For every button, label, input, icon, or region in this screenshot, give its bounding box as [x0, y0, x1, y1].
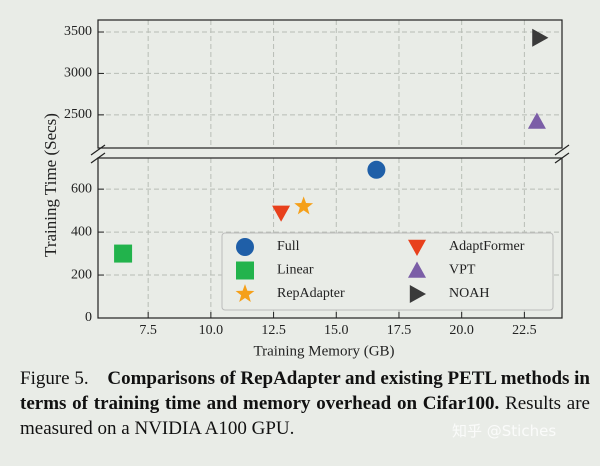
legend-marker	[236, 261, 254, 280]
axes-frame	[97, 19, 563, 149]
y-tick-label: 200	[71, 267, 92, 282]
point	[272, 205, 291, 222]
point	[367, 160, 386, 179]
point	[527, 112, 546, 129]
point	[532, 28, 549, 47]
axis-break	[90, 144, 106, 156]
x-tick-label: 15.0	[324, 323, 349, 338]
x-tick-label: 22.5	[512, 323, 537, 338]
x-tick-label: 7.5	[139, 323, 157, 338]
legend-label: Linear	[277, 263, 314, 278]
x-tick-label: 17.5	[387, 323, 412, 338]
y-tick-label: 600	[71, 181, 92, 196]
legend-marker	[235, 284, 255, 303]
legend-label: VPT	[449, 263, 476, 278]
x-axis-label: Training Memory (GB)	[253, 343, 394, 359]
chart: Training Memory (GB) Training Time (Secs…	[41, 19, 570, 359]
legend-label: AdaptFormer	[449, 239, 525, 254]
legend-label: NOAH	[449, 286, 489, 301]
legend-marker	[409, 285, 426, 303]
caption-label: Figure 5.	[20, 368, 89, 389]
axes-frame	[97, 157, 563, 319]
legend-box	[221, 232, 554, 311]
y-tick-label: 3500	[64, 24, 92, 39]
y-axis-label: Training Time (Secs)	[41, 113, 60, 257]
legend-marker	[408, 239, 426, 256]
x-tick-label: 20.0	[449, 323, 474, 338]
caption: Figure 5. Comparisons of RepAdapter and …	[20, 366, 590, 441]
y-tick-label: 0	[85, 310, 92, 325]
x-tick-label: 10.0	[199, 323, 224, 338]
axis-break	[554, 152, 570, 164]
point	[294, 196, 314, 215]
caption-text: Results are measured on a NVIDIA A100 GP…	[20, 393, 590, 439]
point	[114, 244, 133, 263]
legend-label: RepAdapter	[277, 286, 345, 301]
legend-marker	[408, 261, 426, 278]
axis-break	[554, 144, 570, 156]
legend-label: Full	[277, 239, 300, 254]
watermark: 知乎 @Stiches	[452, 422, 557, 440]
y-tick-label: 400	[71, 224, 92, 239]
x-tick-label: 12.5	[261, 323, 286, 338]
caption-bold: Comparisons of RepAdapter and existing P…	[20, 368, 590, 414]
y-tick-label: 3000	[64, 66, 92, 81]
legend-marker	[236, 238, 254, 256]
axis-break	[90, 152, 106, 164]
y-tick-label: 2500	[64, 107, 92, 122]
